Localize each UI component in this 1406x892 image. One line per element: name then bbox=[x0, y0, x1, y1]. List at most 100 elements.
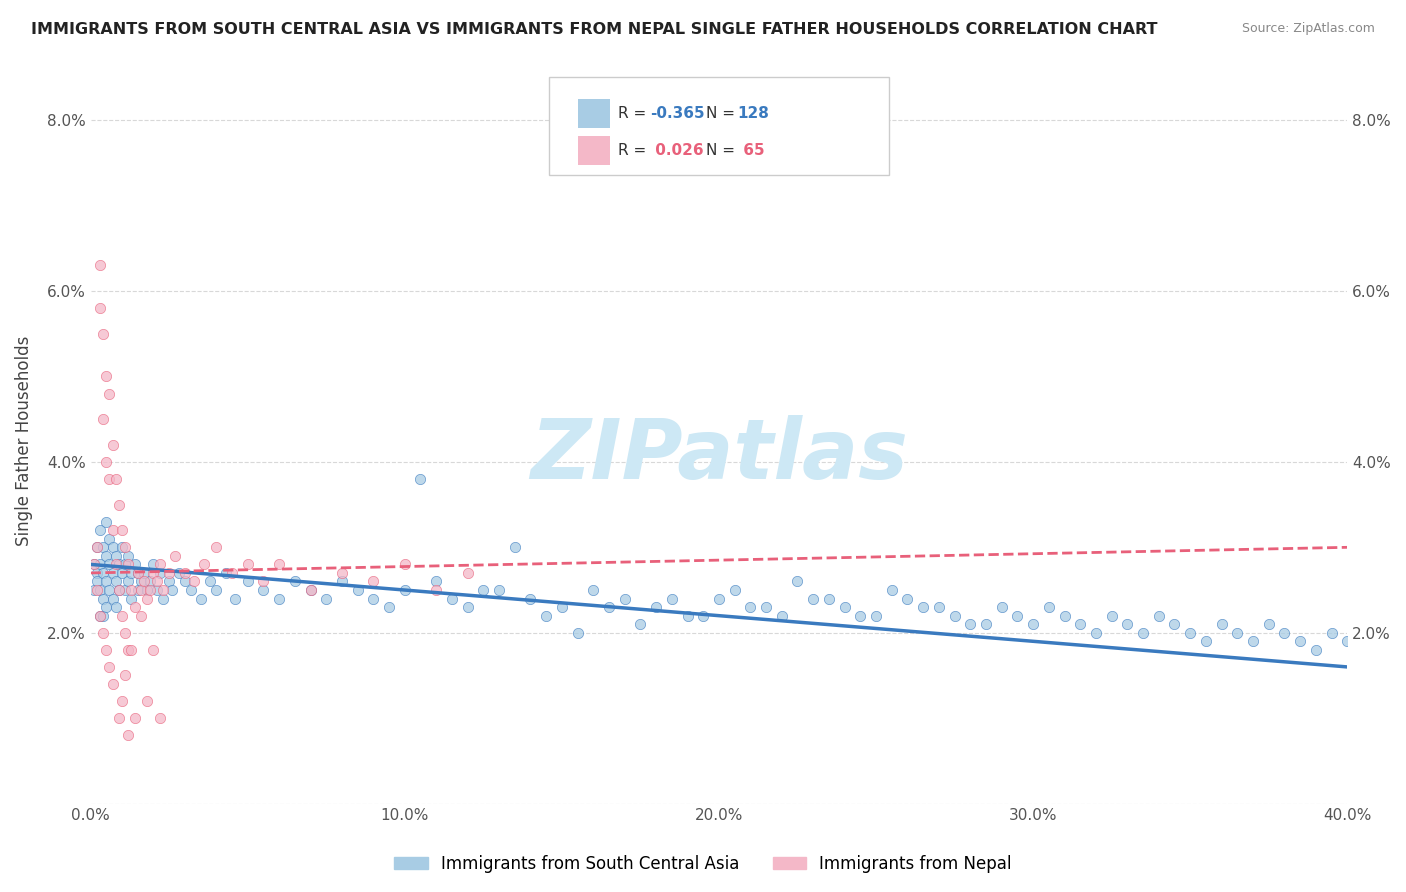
Point bbox=[252, 582, 274, 597]
Point bbox=[613, 591, 636, 606]
Point bbox=[129, 574, 152, 589]
Point bbox=[724, 582, 747, 597]
Point bbox=[849, 608, 872, 623]
Point bbox=[190, 591, 212, 606]
Point bbox=[928, 600, 950, 615]
Point bbox=[645, 600, 668, 615]
Point bbox=[96, 643, 118, 657]
Point bbox=[880, 582, 903, 597]
Point bbox=[834, 600, 856, 615]
Point bbox=[205, 541, 228, 555]
Point bbox=[990, 600, 1012, 615]
Point bbox=[330, 574, 353, 589]
Point bbox=[86, 541, 108, 555]
Point bbox=[1226, 625, 1249, 640]
Point bbox=[96, 549, 118, 563]
Point bbox=[943, 608, 966, 623]
Point bbox=[132, 574, 155, 589]
Text: ZIPatlas: ZIPatlas bbox=[530, 415, 908, 496]
Point bbox=[136, 694, 159, 708]
Point bbox=[96, 455, 118, 469]
Point bbox=[89, 523, 111, 537]
Point bbox=[132, 566, 155, 580]
Point bbox=[363, 574, 385, 589]
Point bbox=[974, 617, 997, 632]
Point bbox=[139, 574, 162, 589]
Point bbox=[896, 591, 918, 606]
Point bbox=[101, 566, 124, 580]
Point bbox=[86, 566, 108, 580]
Point bbox=[457, 600, 479, 615]
Point bbox=[269, 591, 291, 606]
Point bbox=[503, 541, 526, 555]
Point bbox=[111, 523, 134, 537]
Point bbox=[108, 582, 131, 597]
Point bbox=[98, 558, 121, 572]
Text: -0.365: -0.365 bbox=[650, 106, 704, 121]
Point bbox=[628, 617, 651, 632]
Point bbox=[707, 591, 730, 606]
Point bbox=[1320, 625, 1343, 640]
Point bbox=[101, 541, 124, 555]
Point bbox=[149, 566, 172, 580]
Point bbox=[89, 558, 111, 572]
Point bbox=[676, 608, 699, 623]
Legend: Immigrants from South Central Asia, Immigrants from Nepal: Immigrants from South Central Asia, Immi… bbox=[388, 848, 1018, 880]
Point bbox=[252, 574, 274, 589]
Point bbox=[136, 591, 159, 606]
Point bbox=[101, 438, 124, 452]
Point bbox=[770, 608, 793, 623]
Point bbox=[865, 608, 887, 623]
Point bbox=[89, 582, 111, 597]
Text: 0.026: 0.026 bbox=[650, 143, 703, 158]
Point bbox=[1101, 608, 1123, 623]
Point bbox=[108, 558, 131, 572]
Point bbox=[83, 582, 105, 597]
Point bbox=[98, 532, 121, 546]
Point bbox=[108, 498, 131, 512]
Point bbox=[215, 566, 238, 580]
Point bbox=[127, 582, 149, 597]
Point bbox=[1007, 608, 1029, 623]
Point bbox=[567, 625, 589, 640]
Point bbox=[221, 566, 243, 580]
Point bbox=[1163, 617, 1185, 632]
Point bbox=[89, 259, 111, 273]
Point bbox=[129, 608, 152, 623]
Text: R =: R = bbox=[619, 106, 651, 121]
Point bbox=[114, 582, 136, 597]
Point bbox=[89, 608, 111, 623]
Point bbox=[1053, 608, 1076, 623]
Point bbox=[142, 558, 165, 572]
Point bbox=[488, 582, 510, 597]
Point bbox=[91, 566, 114, 580]
Point bbox=[114, 541, 136, 555]
Point bbox=[145, 582, 167, 597]
FancyBboxPatch shape bbox=[578, 99, 610, 128]
Point bbox=[101, 677, 124, 691]
Point bbox=[91, 541, 114, 555]
Point bbox=[173, 566, 195, 580]
Point bbox=[145, 574, 167, 589]
Point bbox=[89, 608, 111, 623]
Point bbox=[96, 600, 118, 615]
Point bbox=[142, 566, 165, 580]
Point bbox=[104, 558, 127, 572]
Point bbox=[801, 591, 824, 606]
Point bbox=[519, 591, 541, 606]
Point bbox=[457, 566, 479, 580]
Point bbox=[117, 549, 139, 563]
Point bbox=[117, 643, 139, 657]
Point bbox=[1069, 617, 1091, 632]
Point bbox=[236, 558, 259, 572]
Point bbox=[114, 625, 136, 640]
Point bbox=[91, 591, 114, 606]
Point bbox=[378, 600, 401, 615]
Point bbox=[127, 566, 149, 580]
Point bbox=[142, 643, 165, 657]
Point bbox=[598, 600, 620, 615]
Point bbox=[363, 591, 385, 606]
Point bbox=[149, 711, 172, 725]
Point bbox=[755, 600, 778, 615]
Text: 128: 128 bbox=[738, 106, 769, 121]
